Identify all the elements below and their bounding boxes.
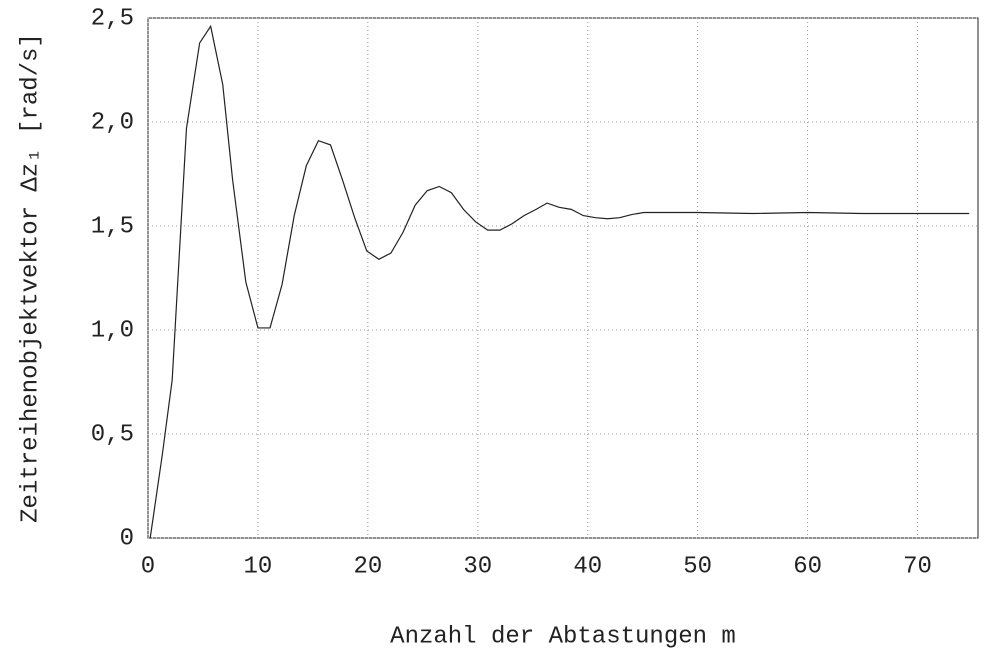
x-tick-label: 0 — [141, 553, 155, 580]
plot-frame — [147, 17, 979, 539]
y-axis-label: Zeitreihenobjektvektor Δz₁ [rad/s] — [17, 33, 44, 523]
x-tick-label: 70 — [903, 553, 932, 580]
x-tick-label: 30 — [463, 553, 492, 580]
x-tick-label: 40 — [573, 553, 602, 580]
x-tick-label: 50 — [683, 553, 712, 580]
x-tick-label: 60 — [793, 553, 822, 580]
data-line — [149, 24, 970, 539]
x-tick-label: 10 — [244, 553, 273, 580]
x-tick-label: 20 — [353, 553, 382, 580]
y-tick-label: 1,5 — [91, 213, 134, 240]
y-tick-label: 1,0 — [91, 317, 134, 344]
x-axis-label: Anzahl der Abtastungen m — [390, 623, 736, 650]
y-tick-label: 2,0 — [91, 109, 134, 136]
y-tick-label: 0,5 — [91, 421, 134, 448]
y-tick-label: 2,5 — [91, 5, 134, 32]
y-tick-label: 0 — [120, 525, 134, 552]
